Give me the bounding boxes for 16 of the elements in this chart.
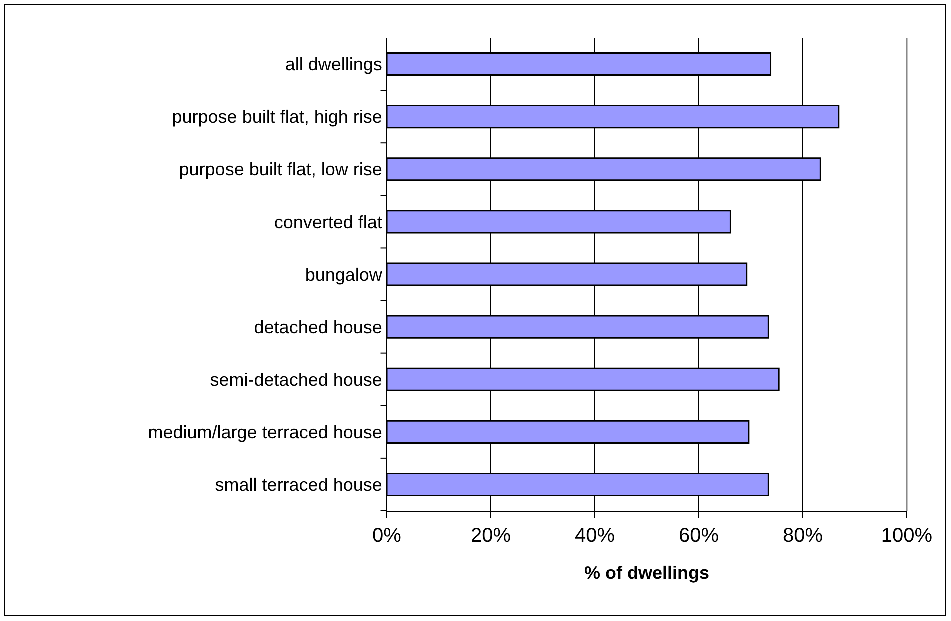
y-tick-label: bungalow (305, 264, 384, 285)
y-tick-label: purpose built flat, low rise (179, 160, 382, 180)
x-tick-label: 20% (470, 525, 512, 547)
x-tick-label: 40% (574, 525, 616, 547)
x-tick-label: 0% (372, 525, 402, 547)
y-tick-label: detached house (254, 317, 382, 338)
y-tick-label: semi-detached house (210, 370, 382, 390)
x-axis-title: % of dwellings (584, 563, 710, 584)
y-tick-label: purpose built flat, high rise (172, 107, 382, 128)
x-tick-label: 100% (881, 525, 933, 547)
y-tick-label: converted flat (274, 212, 382, 232)
y-tick-label: medium/large terraced house (148, 422, 382, 442)
y-tick-label: all dwellings (285, 54, 382, 75)
y-tick-label: small terraced house (215, 475, 382, 496)
x-tick-label: 60% (678, 525, 720, 547)
x-tick-label: 80% (782, 525, 824, 547)
